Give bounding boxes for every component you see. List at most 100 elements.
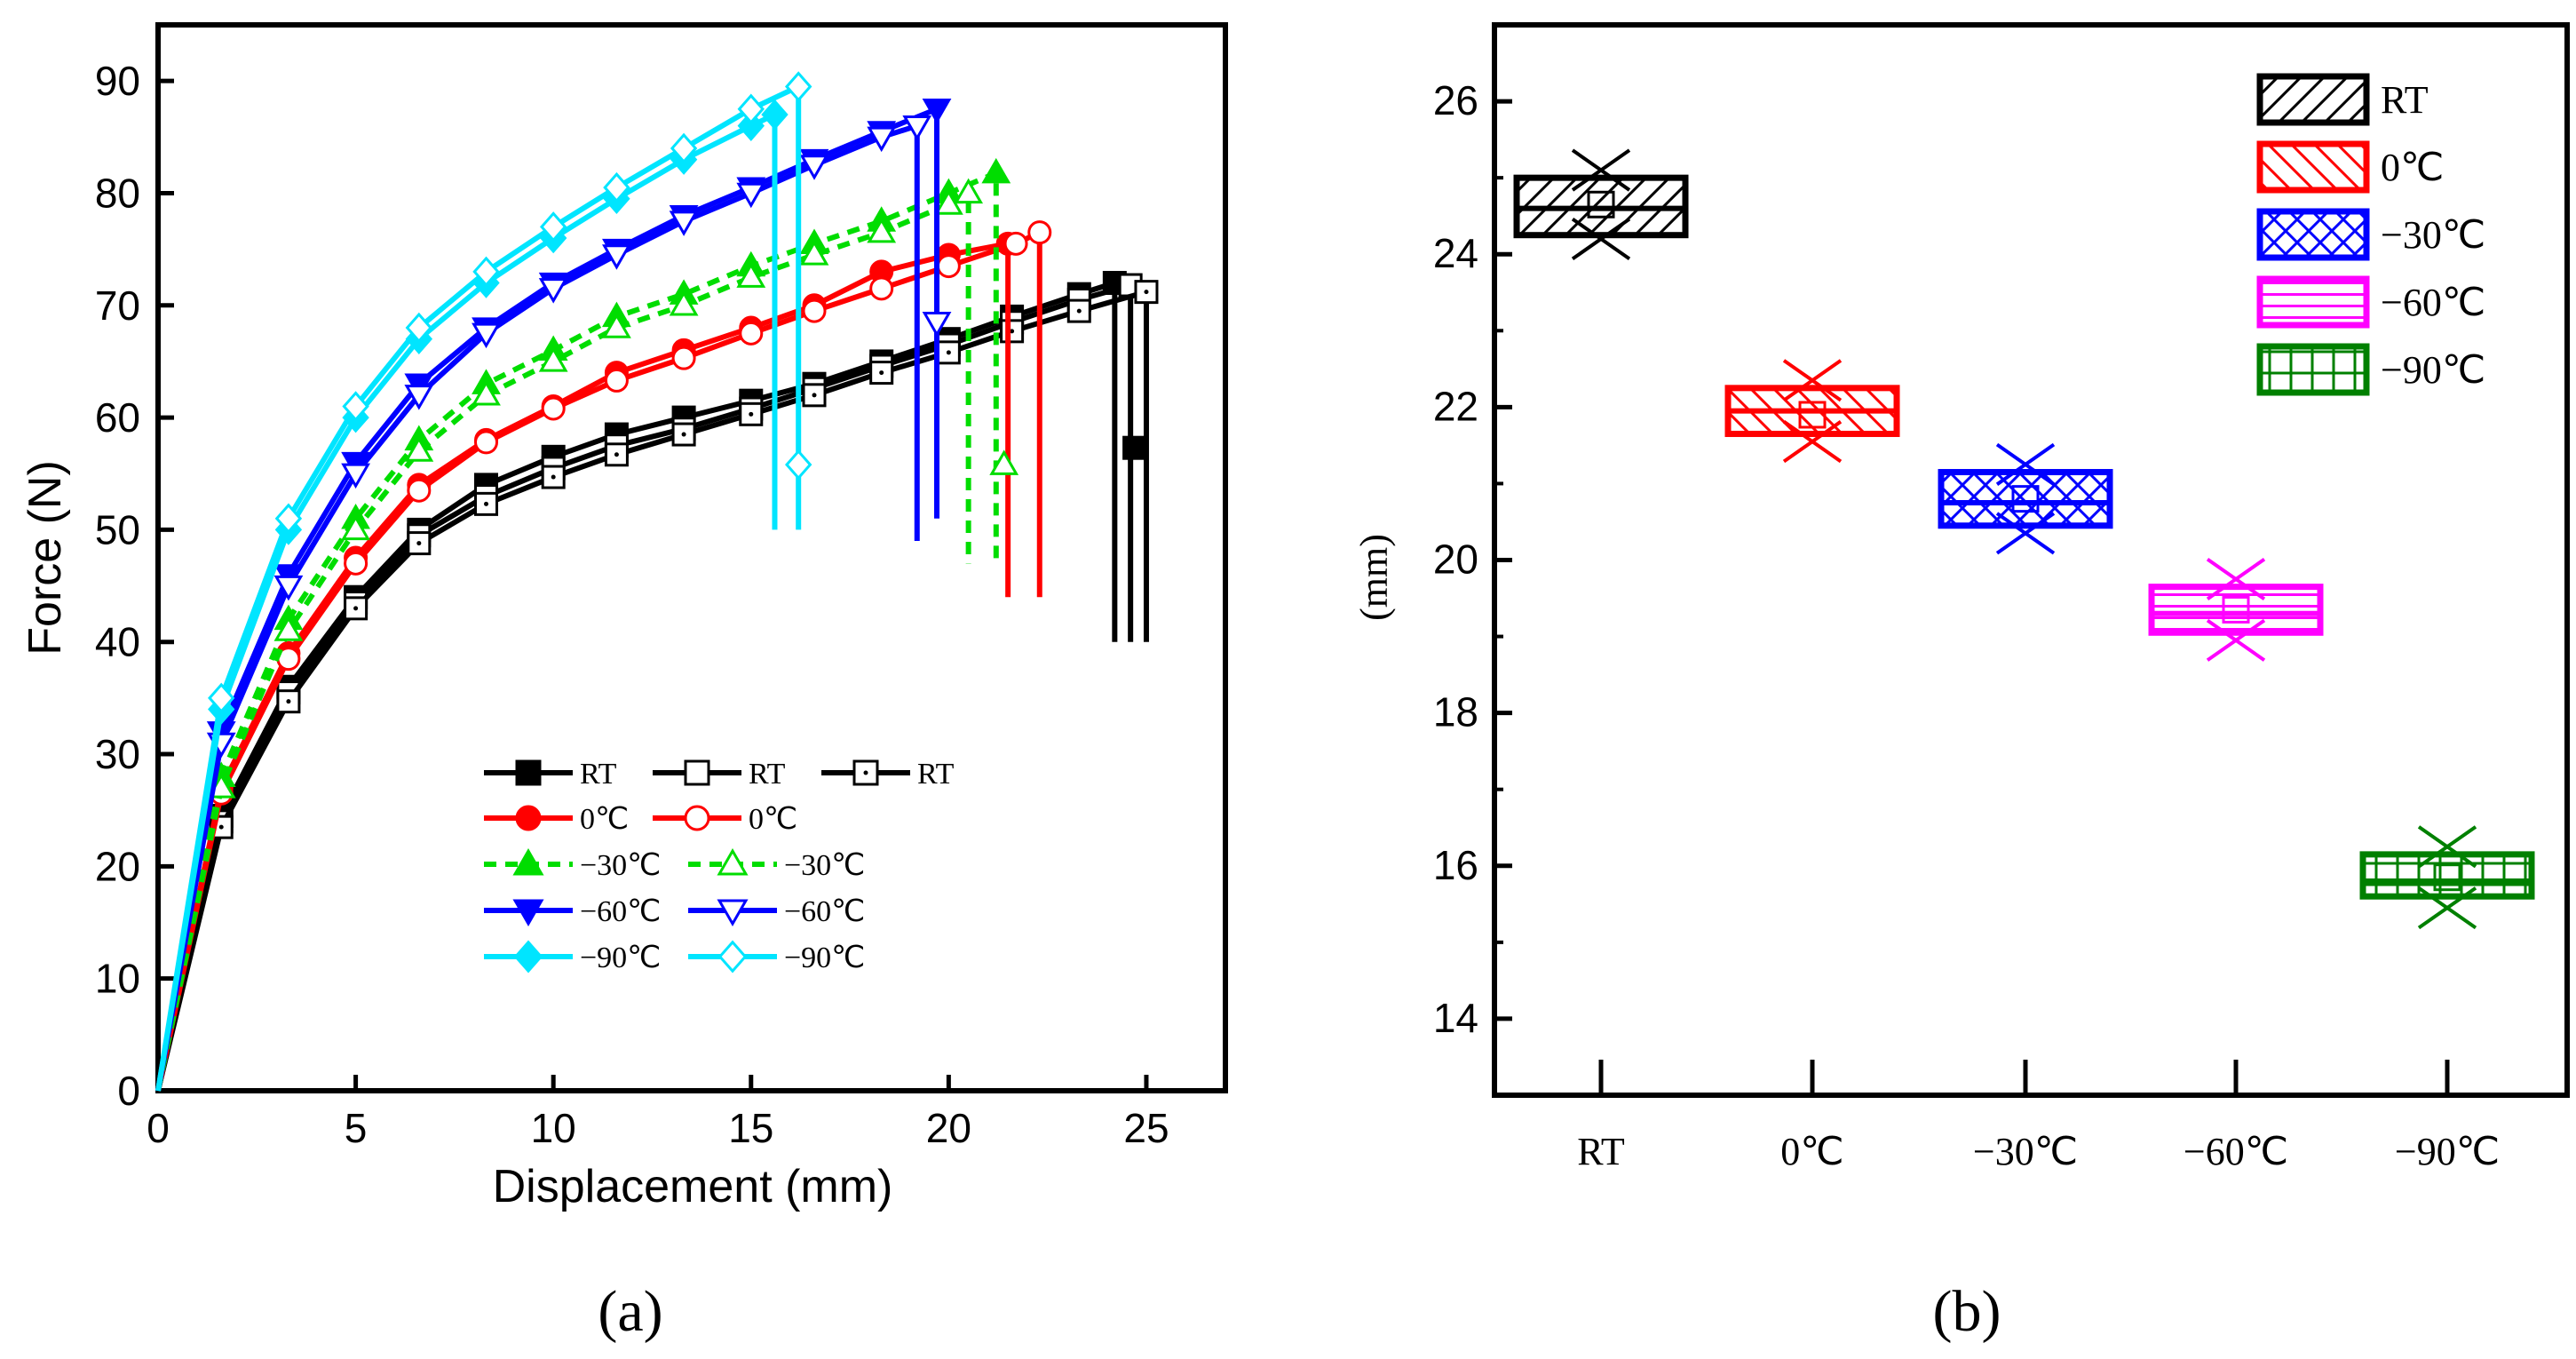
legend-entry: −30℃ (484, 848, 661, 882)
legend-label: −90℃ (580, 942, 661, 974)
marker-dot (484, 501, 489, 506)
box-body (1938, 469, 2113, 529)
legend-label: −30℃ (784, 849, 865, 882)
marker-dot (681, 432, 686, 437)
x-tick-label: 10 (531, 1105, 576, 1151)
x-tick-label: 0℃ (1780, 1130, 1843, 1173)
data-point (208, 682, 235, 714)
data-point (515, 759, 542, 786)
series-line (155, 190, 971, 1092)
data-point (342, 391, 369, 422)
data-point (512, 848, 544, 876)
legend-entry: RT (653, 758, 786, 791)
box-0 (1513, 148, 1689, 261)
panel-a-caption: (a) (598, 1279, 662, 1344)
marker-dot (218, 824, 224, 830)
y-tick-label: 20 (95, 843, 140, 889)
data-point (273, 575, 304, 601)
y-tick-label: 18 (1433, 689, 1478, 735)
legend-entry: RT (821, 758, 955, 791)
y-tick-label: 50 (95, 506, 140, 552)
data-point (538, 278, 568, 304)
marker-dot (946, 350, 951, 355)
legend-label: −90℃ (784, 942, 865, 974)
data-point (404, 436, 434, 462)
marker-dot (551, 474, 556, 480)
marker-dot (416, 541, 422, 546)
panel-a-ylabel: Force (N) (20, 460, 71, 656)
box-extreme-marker (1571, 217, 1631, 261)
data-point (603, 171, 630, 203)
legend-label: −60℃ (580, 895, 661, 928)
y-tick-label: 20 (1433, 536, 1478, 583)
data-point (515, 805, 542, 831)
data-point (274, 503, 303, 535)
marker-dot (614, 452, 619, 457)
data-point (869, 276, 894, 301)
data-point (1003, 231, 1028, 256)
box-extreme-marker (1782, 359, 1843, 402)
data-point (737, 93, 765, 125)
x-tick-label: 0 (147, 1105, 170, 1151)
legend-label: 0℃ (580, 803, 629, 836)
data-point (474, 491, 499, 516)
legend-label: −60℃ (784, 895, 865, 928)
legend-entry: −60℃ (484, 895, 661, 928)
legend-swatch (2256, 343, 2370, 396)
panel-b: 14 16 18 20 22 24 26 RT 0℃ −30℃ −60℃ −90℃ RT 0℃ −30℃ −… (1352, 22, 2570, 1344)
panel-b-caption: (b) (1933, 1279, 2001, 1344)
data-point (717, 848, 749, 876)
x-tick-label: −30℃ (1973, 1130, 2078, 1173)
box-mean-marker (2433, 863, 2461, 892)
data-point (785, 449, 812, 481)
legend-swatch (2256, 140, 2370, 194)
data-point (852, 759, 879, 786)
marker-dot (286, 699, 291, 704)
data-point (981, 157, 1011, 184)
panel-b-axes: 14 16 18 20 22 24 26 RT 0℃ −30℃ −60℃ −90℃ (1433, 23, 2500, 1173)
legend-label: RT (917, 758, 955, 791)
x-tick-label: −90℃ (2395, 1130, 2500, 1173)
data-point (539, 211, 567, 242)
data-point (684, 805, 710, 831)
marker-dot (1010, 329, 1015, 334)
data-point (736, 262, 766, 288)
legend-label: −90℃ (2381, 348, 2485, 392)
series-2 (155, 280, 1159, 1092)
data-point (669, 290, 699, 316)
legend-entry: −60℃ (2256, 275, 2485, 329)
data-point (936, 340, 961, 365)
legend-entry: RT (2256, 73, 2429, 126)
legend-label: −60℃ (2381, 281, 2485, 324)
data-point (922, 99, 952, 124)
y-tick-label: 80 (95, 170, 140, 216)
series-4 (155, 220, 1052, 1092)
data-point (799, 155, 829, 180)
series-line (155, 106, 940, 1092)
legend-entry: RT (484, 758, 617, 791)
legend-entry: −90℃ (2256, 343, 2485, 396)
box-extreme-marker (2417, 825, 2477, 869)
panel-a-xlabel: Displacement (mm) (493, 1161, 893, 1212)
data-point (405, 312, 433, 344)
data-point (602, 313, 631, 338)
series-line (155, 229, 1042, 1092)
data-point (867, 126, 897, 153)
panel-a-plot-area (155, 22, 1228, 1093)
data-point (341, 463, 370, 489)
y-tick-label: 40 (95, 619, 140, 665)
x-tick-label: 5 (345, 1105, 368, 1151)
data-point (472, 322, 501, 349)
box-4 (2359, 825, 2535, 930)
legend-label: RT (2381, 78, 2429, 122)
legend-label: −30℃ (580, 849, 661, 882)
data-point (512, 899, 544, 926)
legend-entry: 0℃ (484, 803, 629, 836)
data-point (936, 254, 961, 279)
marker-dot (1144, 290, 1149, 295)
legend-entry: −90℃ (484, 940, 661, 974)
box-extreme-marker (2417, 886, 2477, 930)
data-point (922, 312, 952, 338)
data-point (802, 298, 827, 323)
